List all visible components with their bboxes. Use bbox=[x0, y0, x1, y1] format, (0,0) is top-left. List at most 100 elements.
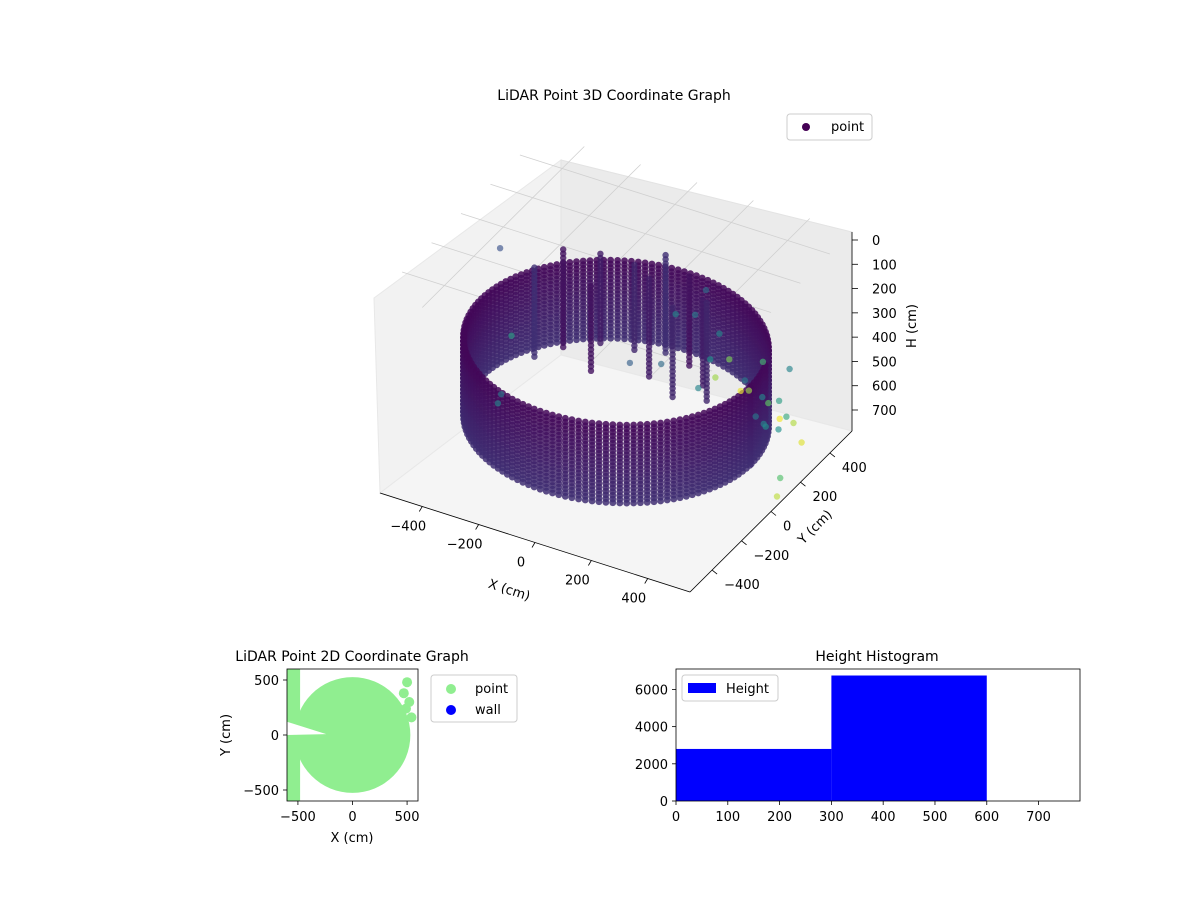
y-tick-label: 400 bbox=[842, 461, 867, 476]
x-tick-labels-histogram: 0 100 200 300 400 500 600 700 bbox=[672, 801, 1051, 825]
ring-point bbox=[674, 344, 682, 352]
inner-point bbox=[662, 349, 669, 356]
inner-point bbox=[686, 362, 693, 369]
outlier-point bbox=[745, 387, 753, 394]
legend-histogram-frame bbox=[681, 674, 779, 702]
y-tick-mark bbox=[800, 481, 806, 487]
x-tick-label-histogram: 400 bbox=[871, 810, 896, 825]
y-tick-label-2d: 0 bbox=[271, 729, 279, 744]
legend-2d-label-wall: wall bbox=[475, 703, 501, 718]
x-tick-label-histogram: 100 bbox=[715, 810, 740, 825]
inner-point bbox=[531, 353, 538, 360]
outlier-point bbox=[759, 393, 766, 401]
outlier-point bbox=[783, 413, 790, 420]
y-tick-mark bbox=[829, 452, 836, 458]
ring-point bbox=[676, 494, 684, 502]
ring-point bbox=[517, 349, 525, 356]
outlier-point bbox=[760, 420, 767, 428]
outlier-point bbox=[707, 356, 714, 363]
y-tick-labels-3d: −400 −200 0 200 400 bbox=[711, 452, 867, 593]
histogram-bars bbox=[676, 675, 987, 801]
ring-point bbox=[700, 487, 708, 495]
outlier-point bbox=[775, 426, 782, 433]
ring-point bbox=[761, 439, 769, 447]
ring-point bbox=[688, 491, 696, 499]
outlier-point bbox=[691, 311, 699, 318]
x-tick-label-histogram: 500 bbox=[923, 810, 948, 825]
x-tick-labels-2d: −500 0 500 bbox=[280, 801, 419, 825]
y-tick-mark bbox=[770, 511, 777, 516]
point-gap-wedge bbox=[287, 721, 327, 735]
z-axis-label-3d: H (cm) bbox=[905, 304, 920, 348]
y-tick-label-histogram: 0 bbox=[660, 795, 668, 810]
y-tick-labels-histogram: 0 2000 4000 6000 bbox=[635, 683, 676, 810]
point-fill-left bbox=[287, 669, 301, 801]
ring-point bbox=[561, 492, 569, 500]
z-tick-label: 200 bbox=[872, 283, 897, 298]
ring-point bbox=[706, 485, 713, 493]
histogram-title: Height Histogram bbox=[815, 649, 938, 665]
chart-2d: LiDAR Point 2D Coordinate Graph −500 0 500… bbox=[219, 649, 518, 846]
legend-2d-marker-wall bbox=[446, 705, 456, 715]
x-tick-label: 400 bbox=[621, 592, 646, 607]
legend-3d-label-point: point bbox=[831, 120, 864, 135]
ring-point bbox=[508, 473, 516, 481]
y-tick-label-histogram: 4000 bbox=[635, 721, 668, 736]
ring-point bbox=[595, 498, 603, 506]
y-axis-label-3d: Y (cm) bbox=[795, 507, 836, 548]
histogram-bar bbox=[831, 675, 987, 801]
ring-point bbox=[650, 498, 658, 506]
z-tick-label: 300 bbox=[872, 307, 897, 322]
ring-point bbox=[746, 461, 754, 469]
ring-point bbox=[530, 483, 538, 491]
outlier-point bbox=[776, 415, 783, 422]
y-tick-mark bbox=[711, 569, 718, 575]
x-axis-label-2d: X (cm) bbox=[331, 831, 374, 846]
ring-point bbox=[566, 337, 574, 344]
x-tick-labels-3d: −400 −200 0 200 400 bbox=[390, 506, 649, 607]
ring-point bbox=[655, 339, 662, 347]
ring-point bbox=[555, 491, 563, 499]
x-tick-label-2d: −500 bbox=[280, 810, 316, 825]
outlier-point bbox=[695, 384, 702, 392]
ring-point bbox=[514, 476, 521, 484]
chart-2d-title: LiDAR Point 2D Coordinate Graph bbox=[235, 649, 468, 665]
outlier-point bbox=[672, 311, 679, 318]
point-cloud-ring bbox=[460, 246, 772, 507]
outlier-point bbox=[726, 356, 733, 363]
x-tick-mark bbox=[418, 506, 423, 512]
plot-area-histogram bbox=[675, 668, 1081, 802]
legend-2d: point wall bbox=[430, 674, 518, 723]
ring-point bbox=[581, 496, 589, 504]
outlier-point bbox=[786, 365, 793, 373]
y-tick-label-histogram: 6000 bbox=[635, 683, 668, 698]
x-tick-label: 200 bbox=[565, 574, 590, 589]
ring-point bbox=[670, 495, 678, 503]
ring-point bbox=[623, 499, 631, 507]
chart-3d-title: LiDAR Point 3D Coordinate Graph bbox=[497, 88, 730, 104]
x-tick-mark bbox=[531, 542, 536, 548]
z-tick-label: 700 bbox=[872, 404, 897, 419]
inner-point bbox=[645, 373, 653, 380]
y-axis-label-2d: Y (cm) bbox=[219, 714, 234, 757]
legend-3d-frame bbox=[786, 113, 873, 141]
x-tick-label-histogram: 0 bbox=[672, 810, 680, 825]
x-tick-mark bbox=[475, 524, 479, 530]
ring-point bbox=[602, 498, 610, 506]
inner-point bbox=[669, 393, 676, 401]
outlier-point bbox=[777, 474, 784, 482]
grid-line-y bbox=[490, 183, 801, 284]
outlier-point bbox=[702, 286, 710, 294]
ring-point bbox=[715, 360, 722, 367]
ring-point bbox=[547, 340, 554, 348]
histogram-bar bbox=[676, 748, 832, 801]
ring-point bbox=[682, 492, 690, 500]
y-tick-label-2d: −500 bbox=[243, 784, 279, 799]
x-tick-mark bbox=[588, 560, 592, 566]
y-tick-label: −400 bbox=[724, 578, 760, 593]
point-marker bbox=[402, 677, 413, 688]
chart-histogram: Height Histogram 0 100 200 300 400 500 600 700 … bbox=[635, 649, 1081, 825]
outlier-point bbox=[494, 400, 502, 407]
legend-2d-marker-point bbox=[446, 684, 456, 694]
legend-2d-label-point: point bbox=[475, 682, 508, 697]
